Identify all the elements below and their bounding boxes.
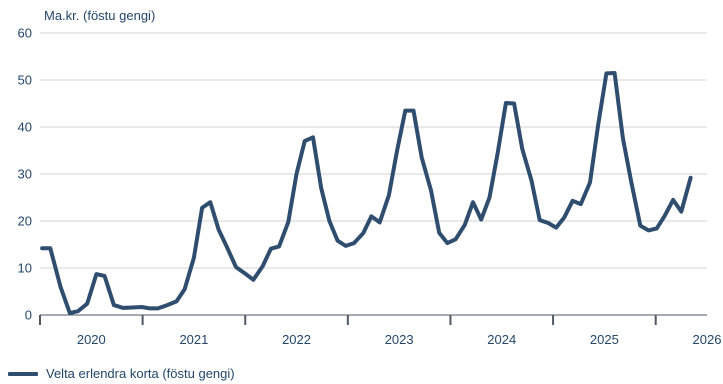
y-tick-label: 10 — [18, 261, 32, 276]
legend: Velta erlendra korta (föstu gengi) — [8, 366, 235, 381]
y-axis-title: Ma.kr. (föstu gengi) — [44, 8, 155, 23]
x-axis: 2020 2021 2022 2023 2024 2025 2026 — [39, 314, 722, 347]
legend-label: Velta erlendra korta (föstu gengi) — [46, 366, 235, 381]
x-tick-label: 2024 — [487, 332, 516, 347]
y-axis-tick-labels: 0 10 20 30 40 50 60 — [18, 26, 32, 323]
series-line — [40, 71, 693, 316]
legend-swatch — [8, 371, 38, 376]
x-tick-label: 2021 — [179, 332, 208, 347]
x-tick-label: 2023 — [385, 332, 414, 347]
x-tick-label: 2026 — [693, 332, 722, 347]
series-layer — [40, 71, 693, 316]
x-tick-label: 2020 — [77, 332, 106, 347]
y-tick-label: 60 — [18, 26, 32, 41]
y-tick-label: 20 — [18, 214, 32, 229]
x-tick-label: 2025 — [590, 332, 619, 347]
x-tick-label: 2022 — [282, 332, 311, 347]
y-tick-label: 30 — [18, 167, 32, 182]
y-tick-label: 50 — [18, 73, 32, 88]
gridlines — [40, 32, 707, 269]
y-tick-label: 0 — [25, 308, 32, 323]
y-tick-label: 40 — [18, 120, 32, 135]
